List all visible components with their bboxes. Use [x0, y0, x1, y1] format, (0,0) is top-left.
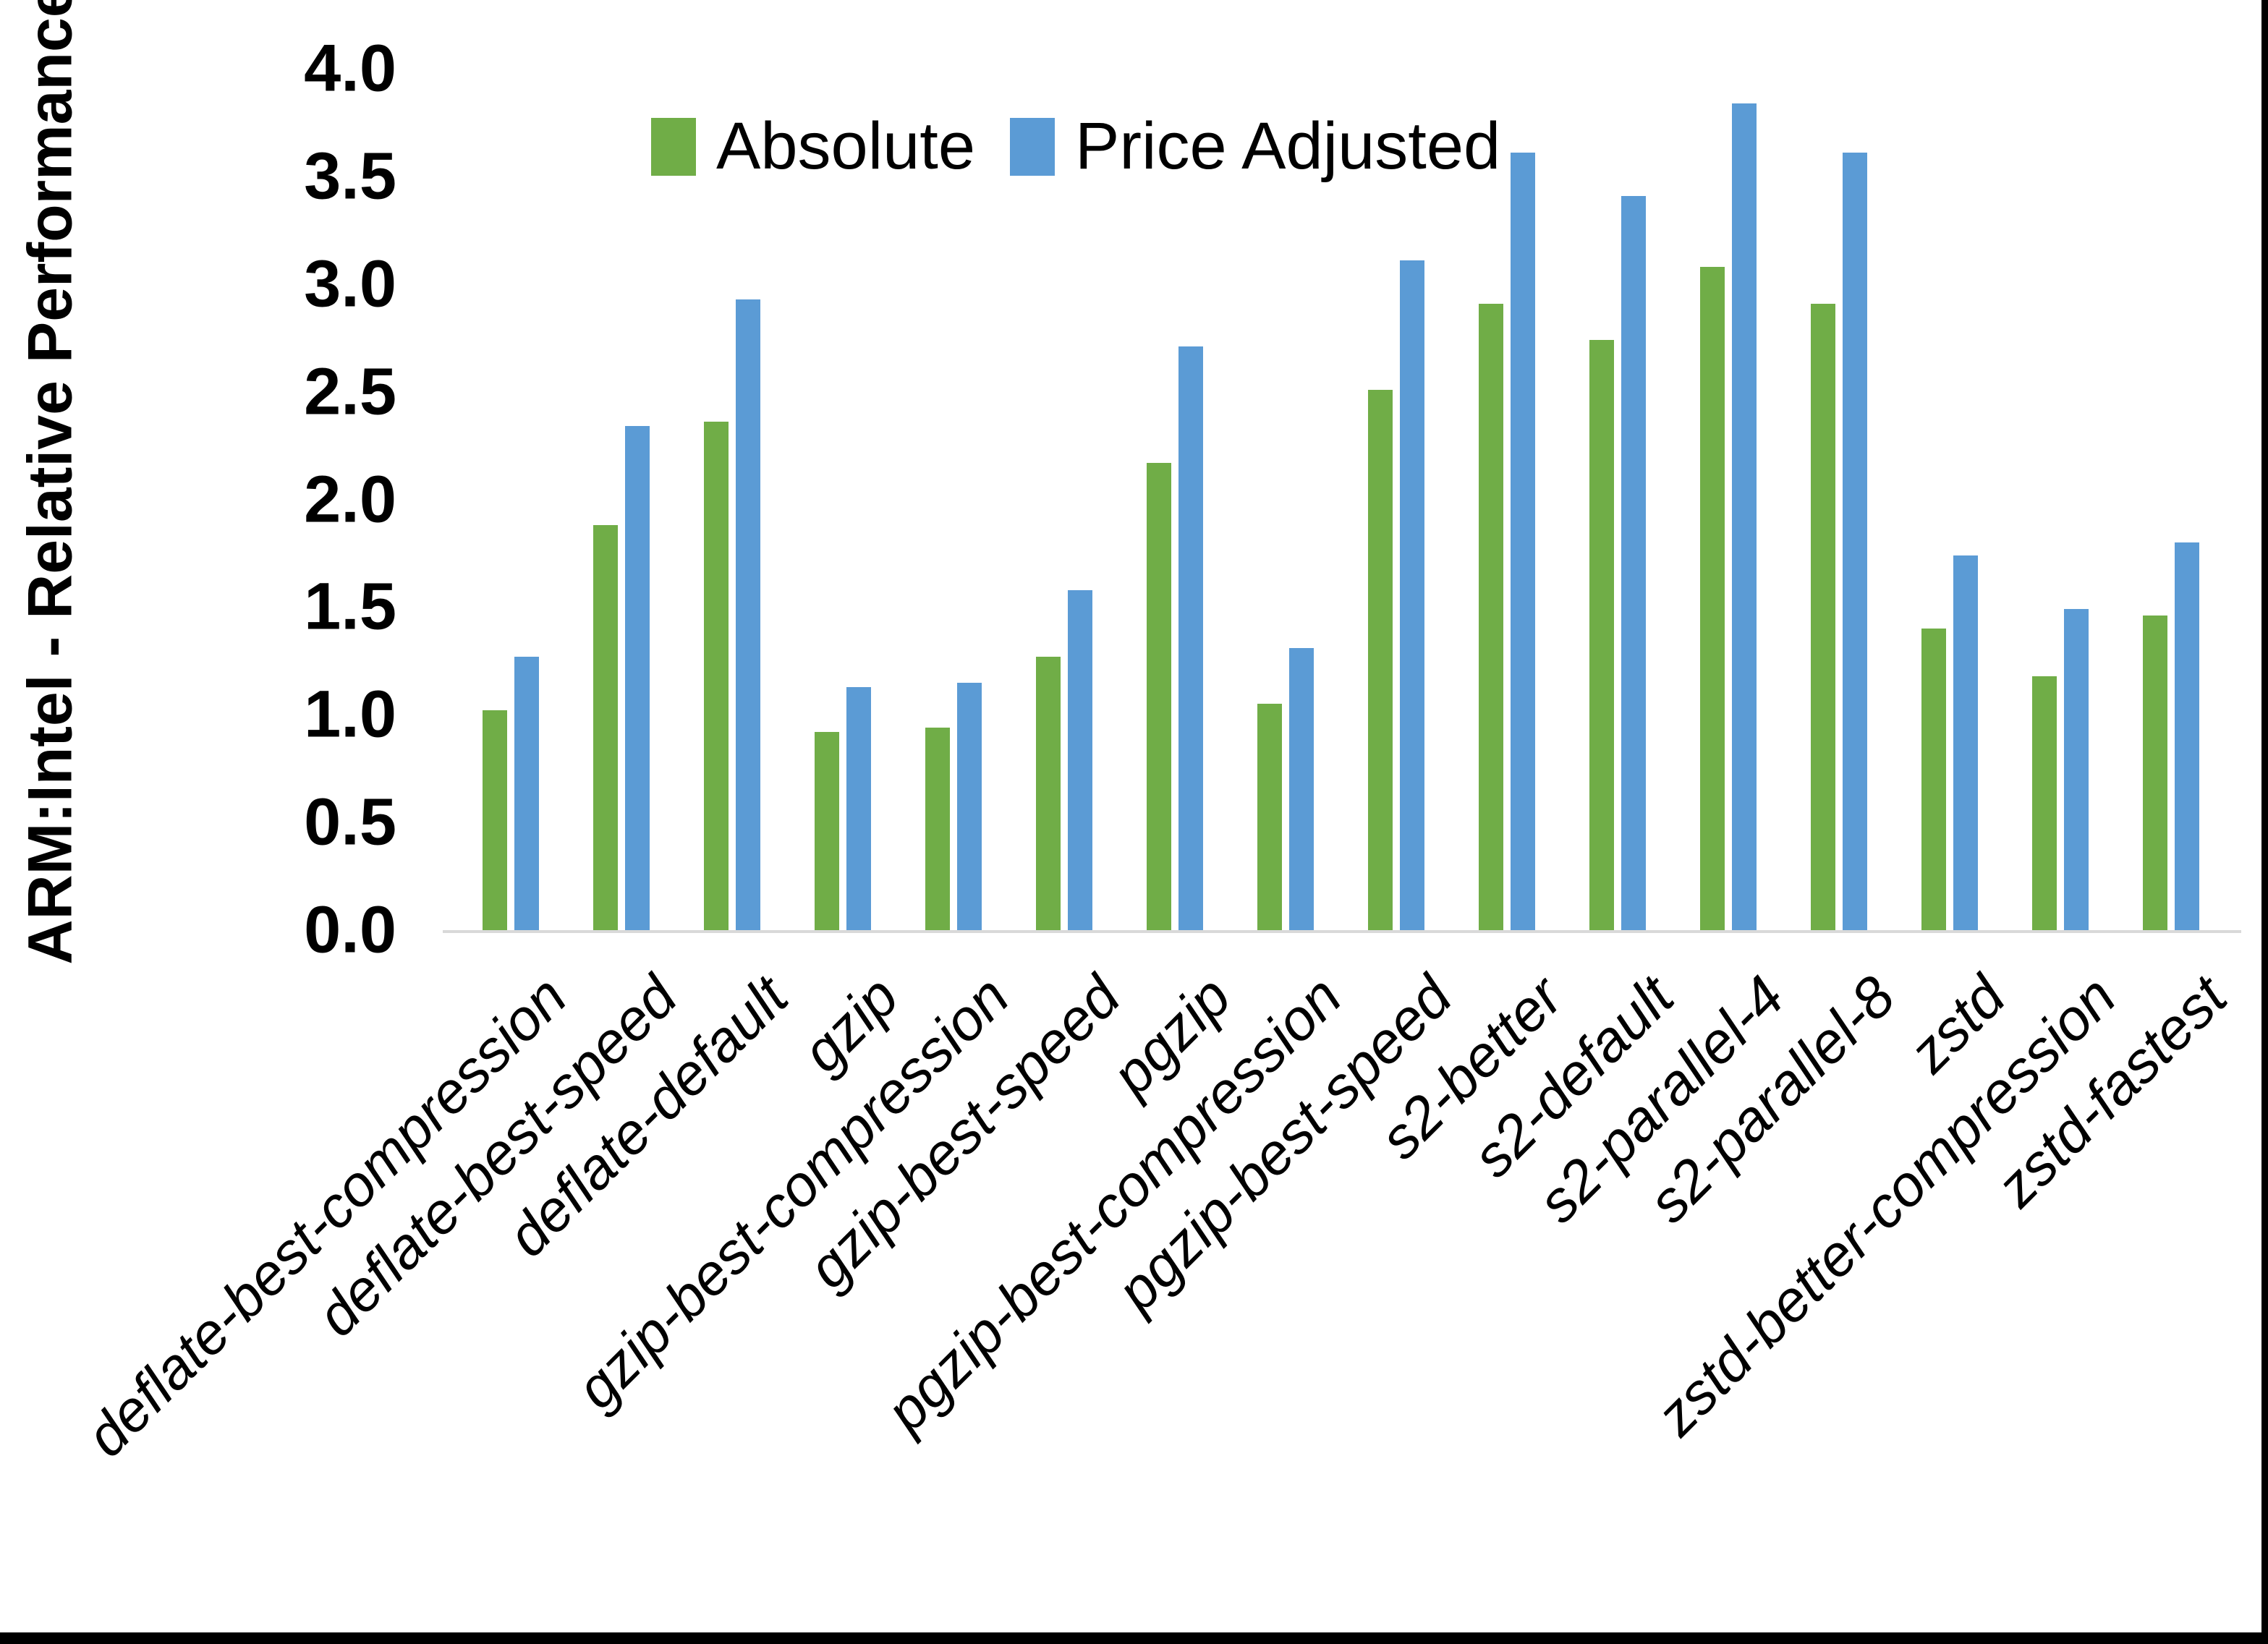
bar-absolute-zstd-fastest: [2143, 616, 2167, 930]
y-axis-tick-label: 2.0: [304, 462, 396, 536]
bar-price-adjusted-deflate-default: [736, 299, 760, 930]
bar-price-adjusted-gzip-best-speed: [1068, 589, 1092, 930]
bar-absolute-pgzip: [1147, 462, 1171, 930]
legend: Absolute Price Adjusted: [651, 108, 1500, 184]
bar-absolute-s2-default: [1589, 340, 1614, 930]
bar-price-adjusted-s2-parallel-8: [1843, 153, 1867, 930]
bar-price-adjusted-gzip-best-compression: [957, 682, 982, 930]
bar-price-adjusted-pgzip-best-compression: [1289, 647, 1314, 930]
bar-absolute-deflate-default: [704, 422, 729, 930]
bar-price-adjusted-s2-better: [1511, 153, 1535, 930]
bar-absolute-s2-better: [1479, 303, 1503, 930]
bar-absolute-gzip: [815, 732, 839, 930]
bar-price-adjusted-deflate-best-compression: [514, 656, 539, 930]
y-axis-tick-label: 1.0: [304, 677, 396, 751]
bar-price-adjusted-zstd-fastest: [2175, 542, 2199, 930]
legend-label-absolute: Absolute: [716, 109, 976, 183]
bar-price-adjusted-deflate-best-speed: [625, 426, 650, 930]
bar-absolute-zstd-better-compression: [2032, 676, 2057, 930]
bar-price-adjusted-s2-default: [1621, 195, 1646, 930]
bar-absolute-zstd: [1921, 629, 1946, 930]
bar-price-adjusted-pgzip: [1178, 346, 1203, 930]
bar-price-adjusted-s2-parallel-4: [1732, 103, 1757, 930]
y-axis-tick-label: 0.0: [304, 893, 396, 967]
bar-absolute-deflate-best-compression: [483, 710, 507, 930]
y-axis-tick-label: 3.0: [304, 247, 396, 321]
x-axis-line: [443, 930, 2241, 933]
bar-absolute-pgzip-best-speed: [1368, 389, 1393, 930]
bar-absolute-gzip-best-compression: [925, 728, 950, 930]
bar-absolute-gzip-best-speed: [1036, 656, 1061, 930]
bar-price-adjusted-zstd-better-compression: [2064, 609, 2089, 930]
bottom-border: [0, 1632, 2268, 1644]
bar-price-adjusted-gzip: [846, 686, 871, 930]
legend-item-absolute: Absolute: [651, 108, 975, 184]
bar-price-adjusted-pgzip-best-speed: [1400, 260, 1424, 930]
legend-item-price-adjusted: Price Adjusted: [1010, 108, 1500, 184]
bar-absolute-pgzip-best-compression: [1257, 704, 1282, 930]
y-axis-tick-label: 2.5: [304, 354, 396, 429]
legend-label-price-adjusted: Price Adjusted: [1075, 109, 1501, 183]
y-axis-tick-label: 3.5: [304, 139, 396, 213]
y-axis-tick-label: 1.5: [304, 569, 396, 644]
bar-absolute-s2-parallel-4: [1700, 266, 1725, 930]
y-axis-tick-label: 4.0: [304, 31, 396, 106]
bar-price-adjusted-zstd: [1953, 555, 1978, 930]
legend-swatch-absolute-icon: [651, 117, 696, 176]
bar-absolute-s2-parallel-8: [1811, 303, 1835, 930]
bar-absolute-deflate-best-speed: [593, 525, 618, 930]
y-axis-tick-label: 0.5: [304, 785, 396, 859]
legend-swatch-price-adjusted-icon: [1010, 117, 1056, 176]
right-border: [2261, 0, 2268, 1644]
